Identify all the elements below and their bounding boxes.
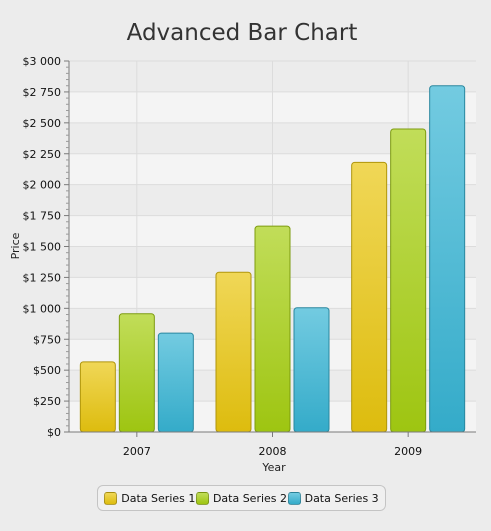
y-axis-label: Price xyxy=(9,232,22,259)
y-tick-label: $2 750 xyxy=(23,86,62,99)
bar-data-series-1-2008[interactable] xyxy=(215,271,252,433)
y-tick-label: $2 500 xyxy=(23,117,62,130)
legend-label: Data Series 2 xyxy=(212,491,288,505)
y-tick-label: $1 250 xyxy=(23,271,62,284)
x-tick-label: 2007 xyxy=(123,445,151,458)
y-tick-label: $500 xyxy=(33,364,61,377)
y-axis-ticks: $0 $250 $500 $750 $1 000 $1 250 $1 500 $1 750 $2… xyxy=(23,55,69,439)
bar-data-series-1-2007[interactable] xyxy=(79,361,116,433)
legend-swatch xyxy=(195,491,209,505)
y-tick-label: $3 000 xyxy=(23,55,62,68)
bars xyxy=(79,85,466,433)
legend-swatch xyxy=(287,491,301,505)
y-tick-label: $1 750 xyxy=(23,210,62,223)
bar-data-series-3-2008[interactable] xyxy=(293,307,330,433)
bar-data-series-2-2008[interactable] xyxy=(254,225,291,433)
legend-swatch xyxy=(104,491,118,505)
y-tick-label: $0 xyxy=(47,426,61,439)
legend-item[interactable]: Data Series 1 xyxy=(104,491,196,505)
y-tick-label: $750 xyxy=(33,333,61,346)
bar-data-series-1-2009[interactable] xyxy=(351,161,388,433)
x-axis-ticks: 2007 2008 2009 xyxy=(123,432,422,458)
y-tick-label: $1 500 xyxy=(23,241,62,254)
x-tick-label: 2008 xyxy=(259,445,287,458)
legend-item[interactable]: Data Series 3 xyxy=(287,491,379,505)
x-tick-label: 2009 xyxy=(394,445,422,458)
legend-item[interactable]: Data Series 2 xyxy=(195,491,288,505)
legend-label: Data Series 3 xyxy=(304,491,379,505)
chart-title: Advanced Bar Chart xyxy=(126,20,358,46)
legend-label: Data Series 1 xyxy=(121,491,196,505)
bar-data-series-2-2009[interactable] xyxy=(390,128,427,433)
legend: Data Series 1 Data Series 2 Data Series 3 xyxy=(97,485,386,511)
bar-data-series-3-2007[interactable] xyxy=(157,332,194,433)
y-tick-label: $1 000 xyxy=(23,302,62,315)
y-tick-label: $2 000 xyxy=(23,179,62,192)
bar-data-series-3-2009[interactable] xyxy=(429,85,466,433)
y-tick-label: $250 xyxy=(33,395,61,408)
bar-data-series-2-2007[interactable] xyxy=(118,313,155,433)
x-axis-label: Year xyxy=(261,461,286,474)
y-tick-label: $2 250 xyxy=(23,148,62,161)
